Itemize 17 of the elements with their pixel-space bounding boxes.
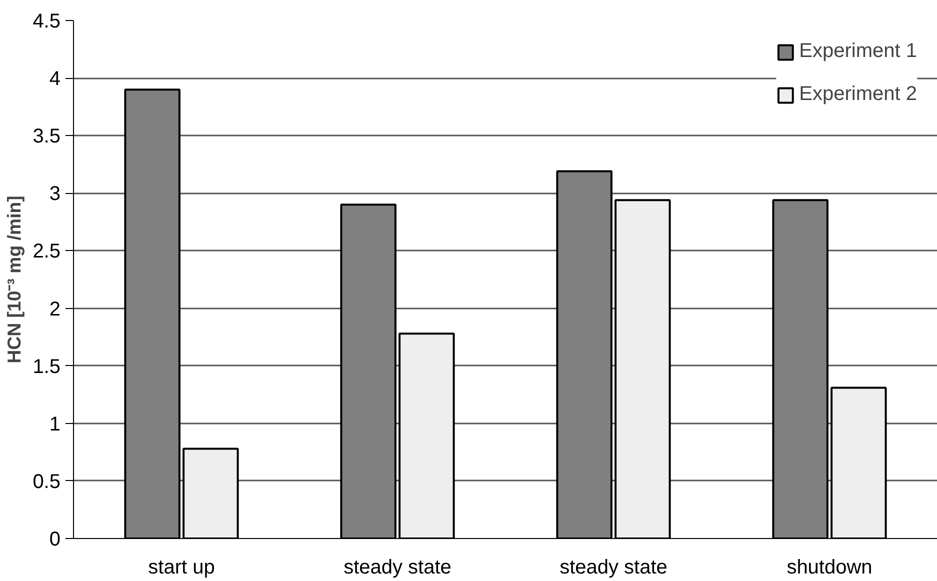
y-tick-label: 0.5 [32,470,61,493]
y-tick-label: 1.5 [32,356,61,378]
y-tick-label: 2.5 [32,240,61,263]
legend-label: Experiment 2 [799,83,917,106]
y-axis-title: HCN [10⁻³ mg /min] [4,196,25,364]
y-tick-label: 3 [49,183,60,206]
y-tick-label: 3.5 [32,126,61,148]
y-tick-label: 4 [49,68,60,90]
x-tick-label: steady state [560,556,668,578]
y-tick-label: 1 [49,413,60,436]
legend-label: Experiment 1 [799,40,917,63]
x-tick-label: start up [148,556,215,578]
y-tick-label: 0 [49,528,60,550]
y-tick-label: 2 [49,298,60,320]
x-tick-label: shutdown [786,556,872,578]
x-tick-label: steady state [344,556,452,578]
y-tick-label: 4.5 [32,10,61,32]
